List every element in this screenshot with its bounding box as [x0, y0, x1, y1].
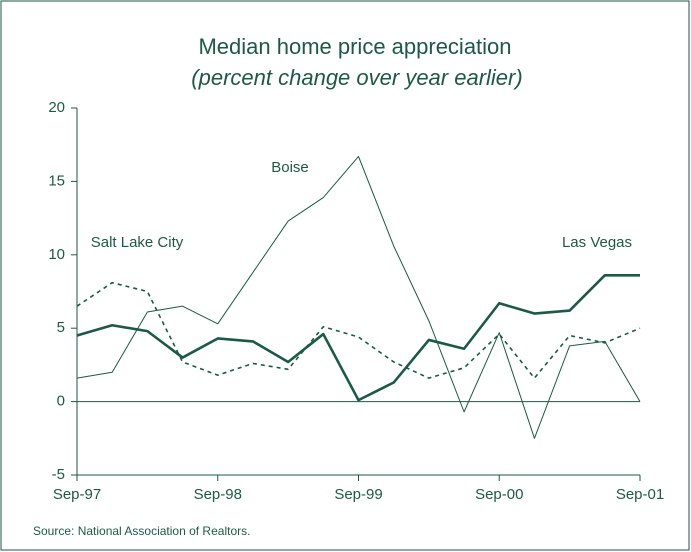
series-line [76, 274, 640, 402]
chart-title: Median home price appreciation [198, 34, 511, 59]
chart-subtitle: (percent change over year earlier) [191, 65, 522, 90]
series-line [76, 155, 641, 439]
x-tick-label: Sep-01 [616, 486, 664, 503]
series-label: Las Vegas [562, 234, 632, 251]
x-tick-label: Sep-99 [334, 486, 382, 503]
y-tick-label: 20 [48, 99, 65, 116]
x-tick-label: Sep-97 [53, 486, 101, 503]
y-tick-label: 10 [48, 246, 65, 263]
x-tick-label: Sep-98 [194, 486, 242, 503]
y-tick-label: 15 [48, 172, 65, 189]
y-tick-label: 5 [57, 319, 65, 336]
y-tick-label: -5 [52, 466, 65, 483]
source-note: Source: National Association of Realtors… [33, 524, 250, 538]
series-line [76, 281, 641, 379]
y-tick-label: 0 [57, 393, 65, 410]
series-label: Boise [271, 159, 309, 176]
x-tick-label: Sep-00 [475, 486, 523, 503]
series-label: Salt Lake City [91, 234, 184, 251]
